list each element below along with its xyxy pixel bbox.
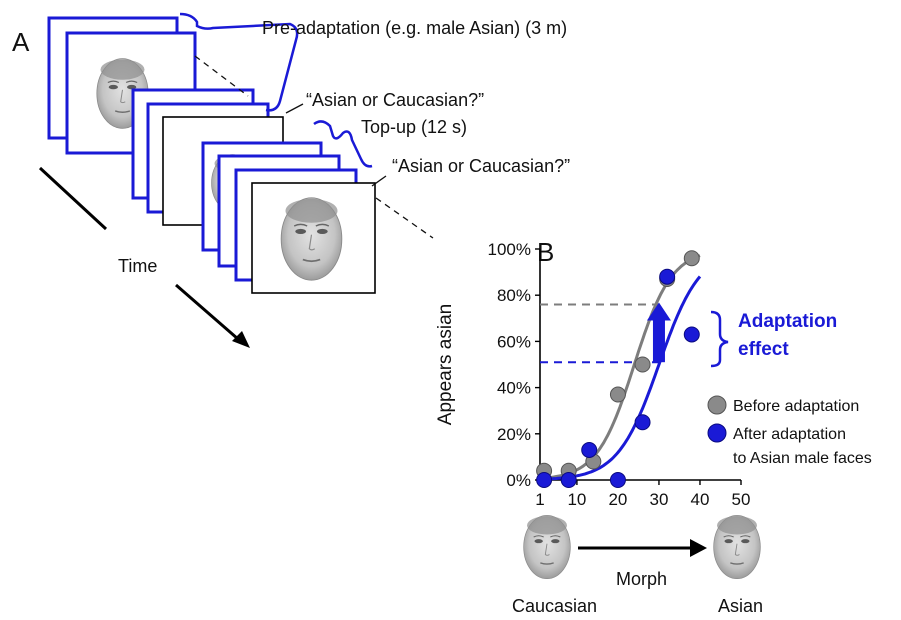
asian-label: Asian: [718, 596, 763, 616]
top-up-label: Top-up (12 s): [361, 117, 467, 137]
x-tick-label: 40: [691, 490, 710, 509]
asian-morph-face: [712, 514, 762, 580]
series-1-point: [634, 356, 651, 373]
series-2-point: [609, 472, 626, 488]
y-tick-label: 60%: [497, 332, 531, 351]
y-axis-label: Appears asian: [435, 304, 456, 425]
x-tick-label: 50: [732, 490, 751, 509]
adaptation-effect-label-line1: Adaptation: [738, 311, 837, 332]
series-2-point: [659, 268, 676, 285]
series-2-point: [560, 472, 577, 488]
legend-before-marker: [707, 395, 727, 415]
y-tick-label: 80%: [497, 286, 531, 305]
legend-after-label-line1: After adaptation: [733, 426, 846, 443]
psychometric-chart: 1 10 20 30 40 50 0% 20% 40% 60% 80% 100% Appears asi…: [435, 240, 750, 509]
x-tick-label: 1: [535, 490, 544, 509]
y-tick-label: 20%: [497, 425, 531, 444]
legend-before-label: Before adaptation: [733, 398, 859, 415]
adaptation-arrow-shaft: [652, 318, 665, 363]
pre-adaptation-label: Pre-adaptation (e.g. male Asian) (3 m): [262, 18, 567, 38]
caucasian-label: Caucasian: [512, 596, 597, 616]
legend-after-marker: [707, 423, 727, 443]
adaptation-effect-label-line2: effect: [738, 339, 789, 360]
legend-after-label-line2: to Asian male faces: [733, 450, 872, 467]
question-1-leader: [285, 103, 304, 114]
pre-adaptation-brace: [179, 12, 299, 112]
dashed-leader-1: [194, 55, 249, 97]
pre-adaptation-frames: [47, 16, 197, 155]
y-tick-label: 100%: [488, 240, 531, 259]
time-arrow-shaft-top: [38, 166, 108, 231]
panel-a-label: A: [12, 27, 30, 57]
morph-arrow-head: [690, 539, 707, 557]
top-up-brace: [313, 120, 373, 168]
series-2-fit-curve: [544, 275, 702, 481]
legend: Before adaptation After adaptation to As…: [707, 395, 872, 467]
x-tick-label: 20: [608, 490, 627, 509]
series-2-point: [536, 472, 553, 488]
question-2-leader: [371, 175, 387, 187]
caucasian-morph-face: [522, 514, 572, 580]
y-tick-label: 40%: [497, 379, 531, 398]
adaptation-effect-brace: [710, 310, 729, 368]
series-1-point: [609, 386, 626, 403]
series-2-point: [634, 414, 651, 431]
x-tick-label: 10: [567, 490, 586, 509]
time-arrow-shaft-bottom: [175, 283, 239, 341]
question-label-2: “Asian or Caucasian?”: [392, 156, 570, 176]
x-tick-label: 30: [649, 490, 668, 509]
series-2-point: [581, 441, 598, 458]
time-label: Time: [118, 256, 157, 276]
caucasian-face-image: [280, 196, 343, 282]
series-1-point: [683, 250, 700, 267]
morph-label: Morph: [616, 569, 667, 589]
y-tick-label: 0%: [506, 471, 531, 490]
question-label-1: “Asian or Caucasian?”: [306, 90, 484, 110]
trial-frames: [131, 88, 376, 294]
adaptation-arrow-head: [646, 302, 671, 321]
series-2-point: [683, 326, 700, 343]
dashed-leader-2: [375, 197, 434, 239]
panel-b-label: B: [537, 237, 554, 267]
time-arrow-head: [232, 331, 250, 348]
